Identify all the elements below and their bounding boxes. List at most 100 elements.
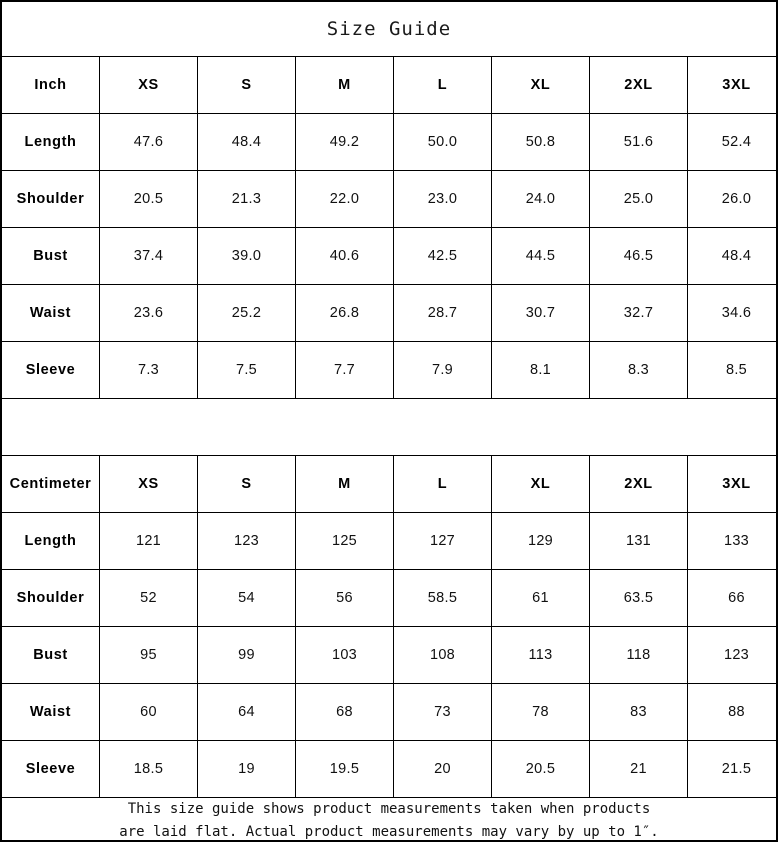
measure-label-sleeve: Sleeve bbox=[2, 342, 100, 399]
cell-shoulder-2xl: 25.0 bbox=[590, 171, 688, 228]
cell-shoulder-l: 23.0 bbox=[394, 171, 492, 228]
table-header-row: Centimeter XS S M L XL 2XL 3XL bbox=[2, 456, 778, 513]
cell-sleeve-xs: 18.5 bbox=[100, 741, 198, 798]
cell-length-l: 50.0 bbox=[394, 114, 492, 171]
cell-length-2xl: 51.6 bbox=[590, 114, 688, 171]
cell-sleeve-3xl: 8.5 bbox=[688, 342, 778, 399]
size-header-xs: XS bbox=[100, 456, 198, 513]
table-row: Sleeve 7.3 7.5 7.7 7.9 8.1 8.3 8.5 bbox=[2, 342, 778, 399]
size-guide-title-row: Size Guide bbox=[2, 2, 776, 57]
cell-waist-s: 64 bbox=[198, 684, 296, 741]
centimeter-table-block: Centimeter XS S M L XL 2XL 3XL Length 12… bbox=[2, 456, 776, 797]
size-header-s: S bbox=[198, 57, 296, 114]
table-row: Bust 37.4 39.0 40.6 42.5 44.5 46.5 48.4 bbox=[2, 228, 778, 285]
size-header-xl: XL bbox=[492, 57, 590, 114]
cell-sleeve-l: 20 bbox=[394, 741, 492, 798]
cell-waist-2xl: 83 bbox=[590, 684, 688, 741]
cell-length-xs: 121 bbox=[100, 513, 198, 570]
centimeter-size-table: Centimeter XS S M L XL 2XL 3XL Length 12… bbox=[2, 456, 778, 797]
cell-waist-xs: 60 bbox=[100, 684, 198, 741]
cell-sleeve-m: 19.5 bbox=[296, 741, 394, 798]
cell-waist-m: 68 bbox=[296, 684, 394, 741]
cell-length-3xl: 52.4 bbox=[688, 114, 778, 171]
table-row: Waist 23.6 25.2 26.8 28.7 30.7 32.7 34.6 bbox=[2, 285, 778, 342]
cell-bust-xs: 37.4 bbox=[100, 228, 198, 285]
table-header-row: Inch XS S M L XL 2XL 3XL bbox=[2, 57, 778, 114]
table-row: Length 47.6 48.4 49.2 50.0 50.8 51.6 52.… bbox=[2, 114, 778, 171]
size-header-xs: XS bbox=[100, 57, 198, 114]
cell-sleeve-xs: 7.3 bbox=[100, 342, 198, 399]
table-row: Bust 95 99 103 108 113 118 123 bbox=[2, 627, 778, 684]
size-header-3xl: 3XL bbox=[688, 456, 778, 513]
size-guide-note: This size guide shows product measuremen… bbox=[2, 797, 776, 844]
cell-waist-m: 26.8 bbox=[296, 285, 394, 342]
cell-bust-xl: 44.5 bbox=[492, 228, 590, 285]
cell-shoulder-m: 56 bbox=[296, 570, 394, 627]
centimeter-table-body: Centimeter XS S M L XL 2XL 3XL Length 12… bbox=[2, 456, 778, 797]
size-header-m: M bbox=[296, 57, 394, 114]
cell-waist-xl: 78 bbox=[492, 684, 590, 741]
cell-shoulder-2xl: 63.5 bbox=[590, 570, 688, 627]
measure-label-shoulder: Shoulder bbox=[2, 171, 100, 228]
page-title: Size Guide bbox=[327, 18, 451, 40]
cell-shoulder-xl: 24.0 bbox=[492, 171, 590, 228]
note-line-1: This size guide shows product measuremen… bbox=[128, 798, 651, 821]
measure-label-sleeve: Sleeve bbox=[2, 741, 100, 798]
size-header-2xl: 2XL bbox=[590, 57, 688, 114]
cell-waist-3xl: 34.6 bbox=[688, 285, 778, 342]
cell-bust-l: 42.5 bbox=[394, 228, 492, 285]
cell-sleeve-2xl: 21 bbox=[590, 741, 688, 798]
cell-shoulder-s: 21.3 bbox=[198, 171, 296, 228]
cell-length-3xl: 133 bbox=[688, 513, 778, 570]
cell-sleeve-2xl: 8.3 bbox=[590, 342, 688, 399]
cell-bust-xs: 95 bbox=[100, 627, 198, 684]
cell-sleeve-l: 7.9 bbox=[394, 342, 492, 399]
measure-label-length: Length bbox=[2, 114, 100, 171]
cell-length-xs: 47.6 bbox=[100, 114, 198, 171]
table-separator bbox=[2, 398, 776, 456]
inch-unit-header: Inch bbox=[2, 57, 100, 114]
cell-waist-s: 25.2 bbox=[198, 285, 296, 342]
cell-shoulder-xl: 61 bbox=[492, 570, 590, 627]
size-header-m: M bbox=[296, 456, 394, 513]
cell-shoulder-3xl: 26.0 bbox=[688, 171, 778, 228]
cell-waist-l: 73 bbox=[394, 684, 492, 741]
cell-bust-2xl: 118 bbox=[590, 627, 688, 684]
size-header-2xl: 2XL bbox=[590, 456, 688, 513]
cell-sleeve-s: 19 bbox=[198, 741, 296, 798]
table-row: Sleeve 18.5 19 19.5 20 20.5 21 21.5 bbox=[2, 741, 778, 798]
cell-length-m: 49.2 bbox=[296, 114, 394, 171]
cell-length-xl: 50.8 bbox=[492, 114, 590, 171]
cell-shoulder-3xl: 66 bbox=[688, 570, 778, 627]
cell-length-s: 123 bbox=[198, 513, 296, 570]
note-line-2: are laid flat. Actual product measuremen… bbox=[119, 821, 658, 844]
cell-bust-m: 103 bbox=[296, 627, 394, 684]
cell-length-xl: 129 bbox=[492, 513, 590, 570]
cell-length-l: 127 bbox=[394, 513, 492, 570]
cell-sleeve-xl: 8.1 bbox=[492, 342, 590, 399]
cell-shoulder-l: 58.5 bbox=[394, 570, 492, 627]
cell-length-2xl: 131 bbox=[590, 513, 688, 570]
size-header-l: L bbox=[394, 456, 492, 513]
inch-size-table: Inch XS S M L XL 2XL 3XL Length 47.6 48.… bbox=[2, 57, 778, 398]
cell-bust-3xl: 48.4 bbox=[688, 228, 778, 285]
size-header-xl: XL bbox=[492, 456, 590, 513]
cell-shoulder-s: 54 bbox=[198, 570, 296, 627]
cell-bust-l: 108 bbox=[394, 627, 492, 684]
measure-label-waist: Waist bbox=[2, 285, 100, 342]
table-row: Waist 60 64 68 73 78 83 88 bbox=[2, 684, 778, 741]
inch-table-block: Inch XS S M L XL 2XL 3XL Length 47.6 48.… bbox=[2, 57, 776, 398]
cell-bust-2xl: 46.5 bbox=[590, 228, 688, 285]
size-header-l: L bbox=[394, 57, 492, 114]
cell-sleeve-3xl: 21.5 bbox=[688, 741, 778, 798]
cell-waist-2xl: 32.7 bbox=[590, 285, 688, 342]
cell-bust-3xl: 123 bbox=[688, 627, 778, 684]
inch-table-body: Inch XS S M L XL 2XL 3XL Length 47.6 48.… bbox=[2, 57, 778, 398]
cell-bust-s: 39.0 bbox=[198, 228, 296, 285]
table-row: Length 121 123 125 127 129 131 133 bbox=[2, 513, 778, 570]
size-header-s: S bbox=[198, 456, 296, 513]
cell-shoulder-xs: 20.5 bbox=[100, 171, 198, 228]
cell-waist-xs: 23.6 bbox=[100, 285, 198, 342]
cell-bust-s: 99 bbox=[198, 627, 296, 684]
